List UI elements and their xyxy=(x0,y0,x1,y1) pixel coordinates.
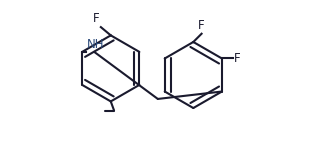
Text: F: F xyxy=(234,52,241,65)
Text: F: F xyxy=(198,19,205,32)
Text: F: F xyxy=(93,12,99,26)
Text: NH: NH xyxy=(87,38,105,51)
